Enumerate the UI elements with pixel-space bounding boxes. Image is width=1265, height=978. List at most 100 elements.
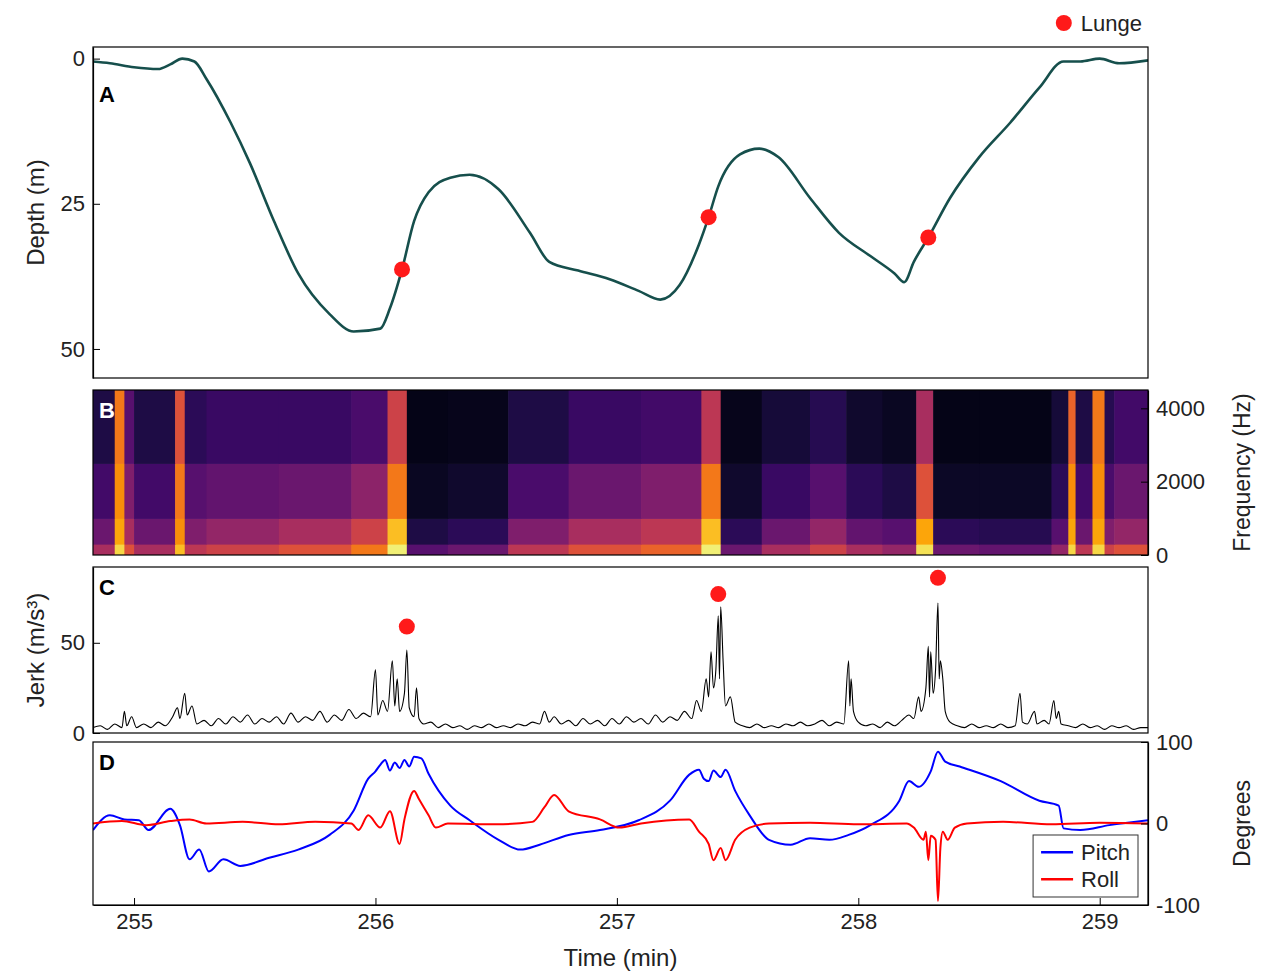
panel-letter: D: [99, 750, 115, 775]
spectrogram-cell: [882, 518, 916, 544]
spectrogram-cell: [882, 390, 916, 464]
spectrogram-cell: [124, 518, 134, 544]
spectrogram-cell: [134, 390, 176, 464]
lunge-marker: [930, 570, 946, 586]
plot-area: [93, 59, 1148, 332]
legend: Lunge: [1056, 11, 1142, 36]
spectrogram-cell: [846, 390, 883, 464]
spectrogram-cell: [979, 518, 1052, 544]
spectrogram-cell: [351, 463, 388, 519]
spectrogram-cell: [1114, 463, 1148, 519]
lunge-marker: [399, 619, 415, 635]
tick-mark: [617, 898, 618, 905]
spectrogram-cell: [641, 463, 702, 519]
spectrogram-cell: [351, 544, 388, 555]
tick-mark: [1141, 555, 1148, 556]
legend-item: Lunge: [1056, 11, 1142, 36]
spectrogram-cell: [388, 390, 408, 464]
spectrogram-cell: [1051, 544, 1068, 555]
axis-title: Time (min): [564, 944, 678, 971]
spectrogram-cell: [279, 544, 352, 555]
spectrogram-cell: [762, 544, 811, 555]
spectrogram-cell: [701, 463, 721, 519]
spectrogram-cell: [206, 463, 279, 519]
spectrogram-cell: [846, 463, 883, 519]
spectrogram-cell: [933, 518, 979, 544]
legend-marker: [1041, 851, 1073, 854]
spectrogram-cell: [508, 544, 569, 555]
axis: 02550: [61, 46, 100, 378]
spectrogram-cell: [185, 544, 207, 555]
spectrogram-cell: [508, 518, 569, 544]
spectrogram-cell: [846, 544, 883, 555]
spectrogram-cell: [1114, 544, 1148, 555]
axis: 255256257258259: [94, 898, 1149, 934]
chart-root: 02550Depth (m)ALunge020004000Frequency (…: [0, 0, 1265, 978]
axis-line: [1148, 743, 1149, 906]
spectrogram-cell: [1051, 518, 1068, 544]
axis-line: [94, 905, 1149, 906]
spectrogram-cell: [979, 390, 1052, 464]
spectrogram-cell: [721, 518, 763, 544]
plot-frame: [93, 47, 1148, 378]
tick: 50: [61, 630, 100, 655]
tick: 0: [1141, 811, 1168, 836]
spectrogram-cell: [1092, 544, 1105, 555]
tick-label: 255: [116, 909, 153, 934]
spectrogram-cell: [508, 390, 569, 464]
spectrogram-cell: [115, 463, 125, 519]
tick-label: 50: [61, 630, 85, 655]
spectrogram-cell: [762, 390, 811, 464]
tick-mark: [93, 733, 100, 734]
spectrogram-cell: [388, 518, 408, 544]
axis: 050: [61, 568, 100, 746]
spectrogram-cell: [508, 463, 569, 519]
spectrogram-cell: [448, 463, 509, 519]
spectrogram-cell: [979, 463, 1052, 519]
spectrogram-cell: [1076, 544, 1093, 555]
legend-item: Roll: [1041, 867, 1119, 892]
tick: 4000: [1141, 396, 1205, 421]
axis: -1000100: [1141, 730, 1200, 918]
tick: 100: [1141, 730, 1193, 755]
tick-label: 25: [61, 191, 85, 216]
spectrogram-cell: [1068, 390, 1076, 464]
lunge-marker: [920, 229, 936, 245]
spectrogram-cell: [641, 544, 702, 555]
tick-mark: [93, 643, 100, 644]
spectrogram-cell: [810, 390, 847, 464]
lunge-marker: [394, 261, 410, 277]
tick-label: 257: [599, 909, 636, 934]
series-line: [93, 752, 1148, 872]
lunge-marker: [710, 586, 726, 602]
spectrogram-cell: [93, 463, 115, 519]
spectrogram-cell: [1051, 463, 1068, 519]
tick-mark: [93, 349, 100, 350]
spectrogram-cell: [206, 518, 279, 544]
legend-label: Roll: [1081, 867, 1119, 892]
spectrogram-cell: [134, 518, 176, 544]
spectrogram-cell: [185, 390, 207, 464]
tick-label: 2000: [1156, 469, 1205, 494]
spectrogram-cell: [1076, 463, 1093, 519]
legend-marker: [1056, 15, 1072, 31]
panel: 050Jerk (m/s³)C: [22, 567, 1148, 746]
tick: 259: [1082, 898, 1119, 934]
spectrogram-cell: [1068, 518, 1076, 544]
spectrogram-cell: [124, 544, 134, 555]
axis-line: [1148, 391, 1149, 556]
legend-label: Lunge: [1081, 11, 1142, 36]
spectrogram-cell: [115, 518, 125, 544]
spectrogram-cell: [448, 390, 509, 464]
spectrogram-cell: [721, 544, 763, 555]
spectrogram-cell: [175, 390, 185, 464]
tick: 257: [599, 898, 636, 934]
spectrogram-cell: [916, 390, 933, 464]
tick-label: 50: [61, 337, 85, 362]
spectrogram-cell: [134, 544, 176, 555]
spectrogram-cell: [1114, 518, 1148, 544]
tick-mark: [1141, 482, 1148, 483]
spectrogram-cell: [762, 518, 811, 544]
spectrogram-cell: [279, 463, 352, 519]
spectrogram-cell: [916, 518, 933, 544]
